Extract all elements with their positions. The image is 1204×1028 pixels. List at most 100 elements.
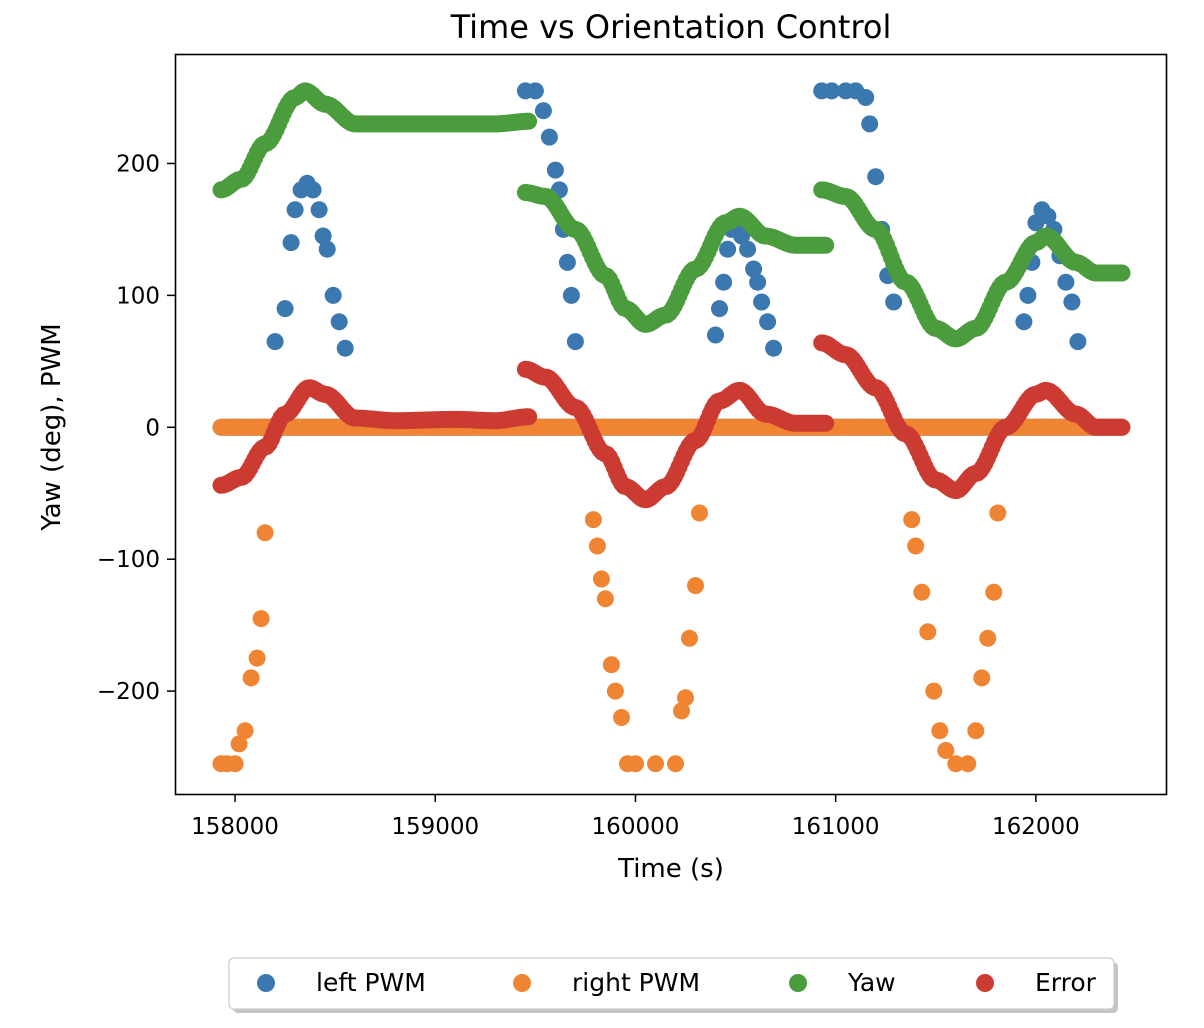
left-pwm-point <box>1015 313 1033 331</box>
yaw-point <box>817 236 835 254</box>
left-pwm-point <box>707 326 724 344</box>
left-pwm-point <box>1063 293 1081 311</box>
right-pwm-point <box>979 629 997 647</box>
right-pwm-point <box>248 649 266 667</box>
left-pwm-point <box>823 82 841 100</box>
left-pwm-point <box>318 240 336 258</box>
y-axis: −200 −100 0 100 200 <box>97 151 175 705</box>
error-point <box>520 408 538 426</box>
right-pwm-point <box>226 755 244 773</box>
right-pwm-point <box>677 689 694 707</box>
left-pwm-point <box>719 240 737 258</box>
left-pwm-point <box>330 313 348 331</box>
right-pwm-point <box>985 583 1003 601</box>
x-axis: 158000 159000 160000 161000 162000 <box>191 794 1080 840</box>
right-pwm-point <box>230 735 248 753</box>
right-pwm-point <box>673 702 690 720</box>
left-pwm-point <box>733 227 751 245</box>
right-pwm-point <box>681 629 698 647</box>
x-axis-label: Time (s) <box>617 854 724 884</box>
right-pwm-point <box>937 742 955 759</box>
left-pwm-point <box>753 293 771 311</box>
right-pwm-point <box>584 511 602 529</box>
left-pwm-point <box>546 161 564 179</box>
left-pwm-point <box>540 128 558 146</box>
right-pwm-point <box>989 504 1007 522</box>
left-pwm-point <box>885 293 903 311</box>
right-pwm-point <box>913 583 931 601</box>
left-pwm-point <box>534 102 552 120</box>
left-pwm-point <box>1019 286 1037 304</box>
left-pwm-point <box>314 227 332 245</box>
left-pwm-point <box>526 82 544 100</box>
left-pwm-point <box>286 201 304 219</box>
chart-title: Time vs Orientation Control <box>450 8 892 46</box>
x-tick-label: 161000 <box>792 814 880 840</box>
left-pwm-point <box>739 240 757 258</box>
right-pwm-point <box>919 623 937 641</box>
left-pwm-point <box>857 89 875 106</box>
legend-label-error: Error <box>1035 968 1097 997</box>
right-pwm-point <box>667 755 684 773</box>
left-pwm-point <box>759 313 777 331</box>
right-pwm-point <box>596 590 614 608</box>
left-pwm-point <box>310 201 328 219</box>
left-pwm-point <box>1057 273 1075 291</box>
legend-label-right-pwm: right PWM <box>572 968 700 997</box>
legend-marker-left-pwm <box>257 974 275 992</box>
right-pwm-point <box>967 722 985 740</box>
left-pwm-point <box>861 115 879 133</box>
left-pwm-point <box>745 260 763 278</box>
legend-label-left-pwm: left PWM <box>316 968 426 997</box>
left-pwm-point <box>336 339 354 357</box>
left-pwm-point <box>266 333 284 351</box>
legend-box <box>228 957 1115 1010</box>
left-pwm-point <box>715 273 733 291</box>
series-yaw <box>212 82 1131 348</box>
right-pwm-point <box>588 537 606 555</box>
right-pwm-point <box>242 669 260 687</box>
marks-layer <box>212 82 1131 773</box>
left-pwm-point <box>558 253 576 271</box>
left-pwm-point <box>304 181 322 199</box>
left-pwm-point <box>324 286 342 304</box>
right-pwm-point <box>606 682 624 700</box>
y-tick-label: −100 <box>97 547 160 573</box>
x-tick-label: 160000 <box>592 814 680 840</box>
x-tick-label: 162000 <box>992 814 1080 840</box>
left-pwm-point <box>1069 333 1087 351</box>
y-tick-label: −200 <box>97 679 160 705</box>
right-pwm-point <box>687 577 704 595</box>
legend-label-yaw: Yaw <box>847 968 896 997</box>
right-pwm-point <box>256 524 274 542</box>
right-pwm-point <box>925 682 943 700</box>
legend: left PWM right PWM Yaw Error <box>228 957 1118 1013</box>
left-pwm-point <box>765 339 783 357</box>
error-point <box>1113 418 1131 436</box>
yaw-point <box>520 112 538 130</box>
series-left-pwm <box>212 82 1131 436</box>
right-pwm-point <box>931 722 949 740</box>
x-tick-label: 159000 <box>391 814 479 840</box>
right-pwm-point <box>592 570 610 588</box>
y-tick-label: 200 <box>116 151 160 177</box>
x-tick-label: 158000 <box>191 814 279 840</box>
left-pwm-point <box>276 300 294 318</box>
left-pwm-point <box>867 168 885 186</box>
right-pwm-point <box>627 755 644 773</box>
left-pwm-point <box>566 333 584 351</box>
right-pwm-point <box>973 669 991 687</box>
right-pwm-point <box>947 755 965 773</box>
right-pwm-point <box>613 709 630 726</box>
left-pwm-point <box>749 273 767 291</box>
right-pwm-point <box>236 722 254 740</box>
legend-marker-error <box>976 974 994 992</box>
y-tick-label: 0 <box>145 415 160 441</box>
right-pwm-point <box>959 755 977 773</box>
left-pwm-point <box>1039 207 1057 225</box>
legend-marker-right-pwm <box>513 974 531 992</box>
left-pwm-point <box>282 234 300 252</box>
y-axis-label: Yaw (deg), PWM <box>37 323 67 531</box>
right-pwm-point <box>647 755 664 773</box>
